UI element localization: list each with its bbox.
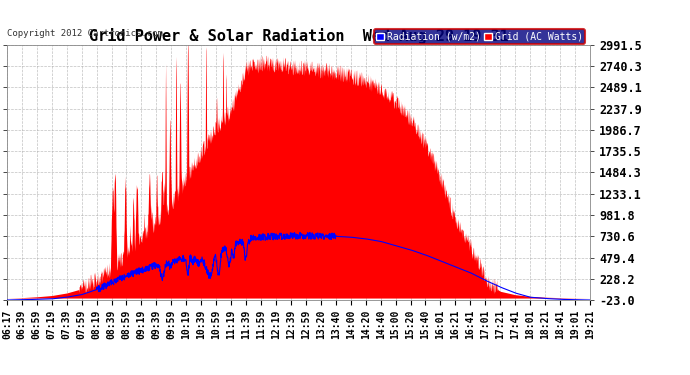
Title: Grid Power & Solar Radiation  Wed Aug 29 19:31: Grid Power & Solar Radiation Wed Aug 29 … bbox=[88, 28, 509, 44]
Legend: Radiation (w/m2), Grid (AC Watts): Radiation (w/m2), Grid (AC Watts) bbox=[374, 30, 585, 44]
Text: Copyright 2012 Cartronics.com: Copyright 2012 Cartronics.com bbox=[7, 28, 163, 38]
